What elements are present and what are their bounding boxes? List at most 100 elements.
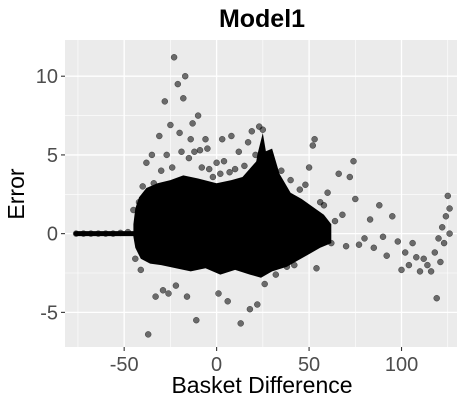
data-point xyxy=(161,98,169,105)
data-point xyxy=(220,157,228,165)
data-point xyxy=(398,266,405,274)
y-tick-label: 0 xyxy=(47,224,58,246)
data-points xyxy=(72,54,453,338)
data-point xyxy=(376,202,383,209)
data-point xyxy=(355,241,363,248)
data-point xyxy=(124,228,132,236)
data-point xyxy=(198,164,206,171)
data-point xyxy=(191,148,198,156)
data-point xyxy=(431,249,439,256)
data-point xyxy=(311,135,318,143)
data-point xyxy=(159,287,167,294)
x-tick-label: 50 xyxy=(298,354,320,376)
data-point xyxy=(427,268,435,275)
data-point xyxy=(218,135,226,143)
data-point xyxy=(180,95,187,102)
data-point xyxy=(405,261,413,269)
data-point xyxy=(244,139,252,146)
x-axis-title: Basket Difference xyxy=(171,372,352,398)
data-point xyxy=(442,213,450,220)
data-point xyxy=(152,293,159,300)
data-point xyxy=(383,252,390,259)
data-point xyxy=(291,261,298,269)
data-point xyxy=(409,239,416,247)
data-point xyxy=(394,238,402,245)
data-point xyxy=(132,255,139,263)
data-point xyxy=(102,230,109,237)
point-cloud-spike xyxy=(249,132,273,203)
point-cloud-mass xyxy=(133,148,332,278)
data-point xyxy=(435,235,442,242)
data-point xyxy=(283,263,291,270)
data-point xyxy=(438,224,446,231)
data-point xyxy=(331,217,339,225)
data-point xyxy=(202,135,209,143)
data-point xyxy=(237,320,244,327)
data-point xyxy=(139,183,146,190)
data-point xyxy=(305,164,313,171)
data-point xyxy=(440,239,448,247)
data-point xyxy=(379,233,387,241)
y-tick-label: 10 xyxy=(36,66,58,88)
y-axis-title: Error xyxy=(3,168,29,219)
data-point xyxy=(259,126,267,133)
data-point xyxy=(95,230,102,237)
data-point xyxy=(265,164,272,171)
data-point xyxy=(87,230,95,237)
data-point xyxy=(446,205,453,212)
data-point xyxy=(268,157,276,165)
data-point xyxy=(252,151,259,159)
data-point xyxy=(278,167,285,174)
x-tick-label: 0 xyxy=(211,354,222,376)
data-point xyxy=(157,167,165,174)
data-point xyxy=(444,192,452,200)
data-point xyxy=(352,195,359,203)
data-point xyxy=(185,154,193,162)
data-point xyxy=(187,135,194,143)
data-point xyxy=(80,230,87,237)
data-point xyxy=(163,151,170,159)
data-point xyxy=(261,280,268,288)
data-point xyxy=(135,198,143,206)
data-point xyxy=(194,112,202,119)
data-point xyxy=(217,170,224,178)
data-point xyxy=(117,229,124,237)
data-point xyxy=(231,165,239,173)
data-point xyxy=(174,80,182,88)
data-point xyxy=(205,165,213,173)
data-point xyxy=(167,121,174,129)
data-point xyxy=(335,170,342,178)
data-point xyxy=(309,142,317,149)
data-point xyxy=(389,213,396,220)
data-point xyxy=(148,151,156,159)
data-point xyxy=(320,202,328,209)
data-point xyxy=(361,235,368,242)
data-point xyxy=(366,216,374,223)
x-tick-label: 100 xyxy=(385,354,418,376)
y-tick-label: 5 xyxy=(47,145,58,167)
x-tick-label: -50 xyxy=(110,354,139,376)
data-point xyxy=(416,268,424,275)
data-point xyxy=(235,148,243,156)
data-point xyxy=(370,244,378,252)
data-point xyxy=(181,72,189,80)
data-point xyxy=(346,173,354,181)
data-point xyxy=(150,180,158,187)
data-point xyxy=(172,282,180,289)
data-point xyxy=(144,331,152,338)
data-point xyxy=(72,230,80,237)
data-point xyxy=(313,265,320,272)
data-point xyxy=(296,186,304,193)
data-point xyxy=(143,159,150,167)
data-point xyxy=(342,242,350,250)
data-point xyxy=(168,164,176,171)
data-point xyxy=(196,146,204,154)
data-point xyxy=(130,206,137,214)
data-point xyxy=(178,148,185,156)
data-point xyxy=(302,181,309,189)
data-point xyxy=(254,301,261,308)
data-point xyxy=(246,305,254,313)
data-point xyxy=(401,249,409,256)
